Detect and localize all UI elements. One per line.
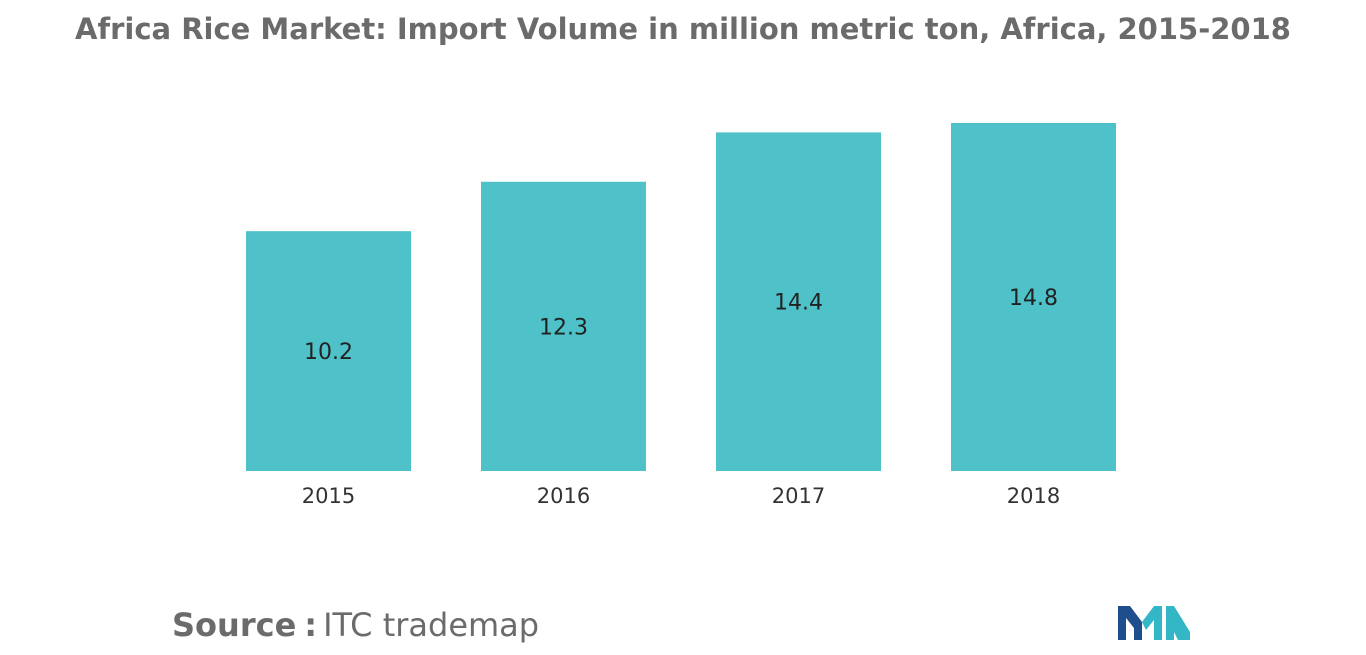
bar-2015 xyxy=(246,231,411,471)
source-separator: : xyxy=(304,606,318,644)
bar-2018 xyxy=(951,123,1116,471)
source-text: ITC trademap xyxy=(323,606,540,644)
bar-2017 xyxy=(716,132,881,472)
logo-left-stroke xyxy=(1118,606,1142,640)
x-tick-label-2016: 2016 xyxy=(537,484,590,508)
x-tick-label-2015: 2015 xyxy=(302,484,355,508)
data-label-2018: 14.8 xyxy=(1009,286,1058,311)
data-label-2016: 12.3 xyxy=(539,315,588,340)
mordor-intelligence-logo-icon xyxy=(1118,606,1190,640)
logo-right-stroke xyxy=(1166,606,1190,640)
source-label: Source xyxy=(172,606,297,644)
logo-middle-stroke xyxy=(1142,606,1162,640)
x-tick-label-2018: 2018 xyxy=(1007,484,1060,508)
data-label-2017: 14.4 xyxy=(774,291,823,316)
bar-2016 xyxy=(481,181,646,471)
bar-chart: 10.2 2015 12.3 2016 14.4 2017 14.8 2018 xyxy=(246,123,1116,508)
chart-title: Africa Rice Market: Import Volume in mil… xyxy=(75,12,1291,46)
source-note: Source: ITC trademap xyxy=(172,606,539,644)
data-label-2015: 10.2 xyxy=(304,340,353,365)
x-tick-label-2017: 2017 xyxy=(772,484,825,508)
